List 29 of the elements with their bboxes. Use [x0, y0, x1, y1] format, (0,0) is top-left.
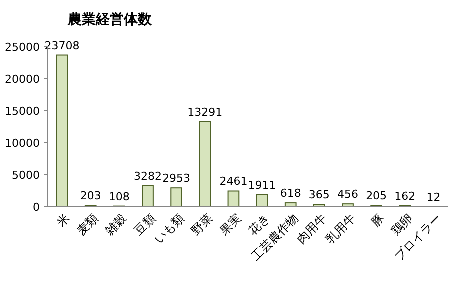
- y-tick-label: 0: [33, 201, 40, 214]
- data-label: 3282: [134, 170, 162, 183]
- data-label: 618: [280, 187, 302, 200]
- x-tick-label: 豆類: [131, 211, 158, 238]
- x-tick-label: 野菜: [188, 211, 216, 238]
- y-tick-label: 5000: [12, 169, 40, 182]
- y-tick-label: 20000: [5, 73, 40, 86]
- x-tick-label: 豚: [368, 211, 387, 230]
- data-label: 108: [108, 190, 130, 204]
- x-tick-label: 米: [54, 211, 73, 230]
- data-label: 365: [308, 188, 330, 202]
- data-label: 13291: [188, 106, 223, 119]
- data-label: 456: [338, 188, 358, 202]
- data-label: 23708: [44, 39, 80, 52]
- chart-title: 農業経営体数: [67, 12, 153, 28]
- x-tick-label: 果実: [217, 211, 244, 238]
- data-label: 2461: [220, 175, 248, 188]
- data-label: 1911: [248, 178, 276, 192]
- x-tick-label: 麦類: [74, 211, 102, 238]
- data-label: 205: [366, 190, 388, 203]
- x-tick-label: 鶏卵: [388, 211, 416, 238]
- x-tick-label: 雑穀: [102, 211, 130, 238]
- data-label: 203: [80, 190, 102, 203]
- y-tick-label: 25000: [5, 41, 40, 54]
- data-label: 2953: [162, 172, 191, 186]
- data-label: 12: [426, 190, 441, 204]
- data-label: 162: [394, 190, 416, 203]
- y-tick-label: 10000: [5, 137, 40, 150]
- y-tick-label: 15000: [5, 105, 40, 118]
